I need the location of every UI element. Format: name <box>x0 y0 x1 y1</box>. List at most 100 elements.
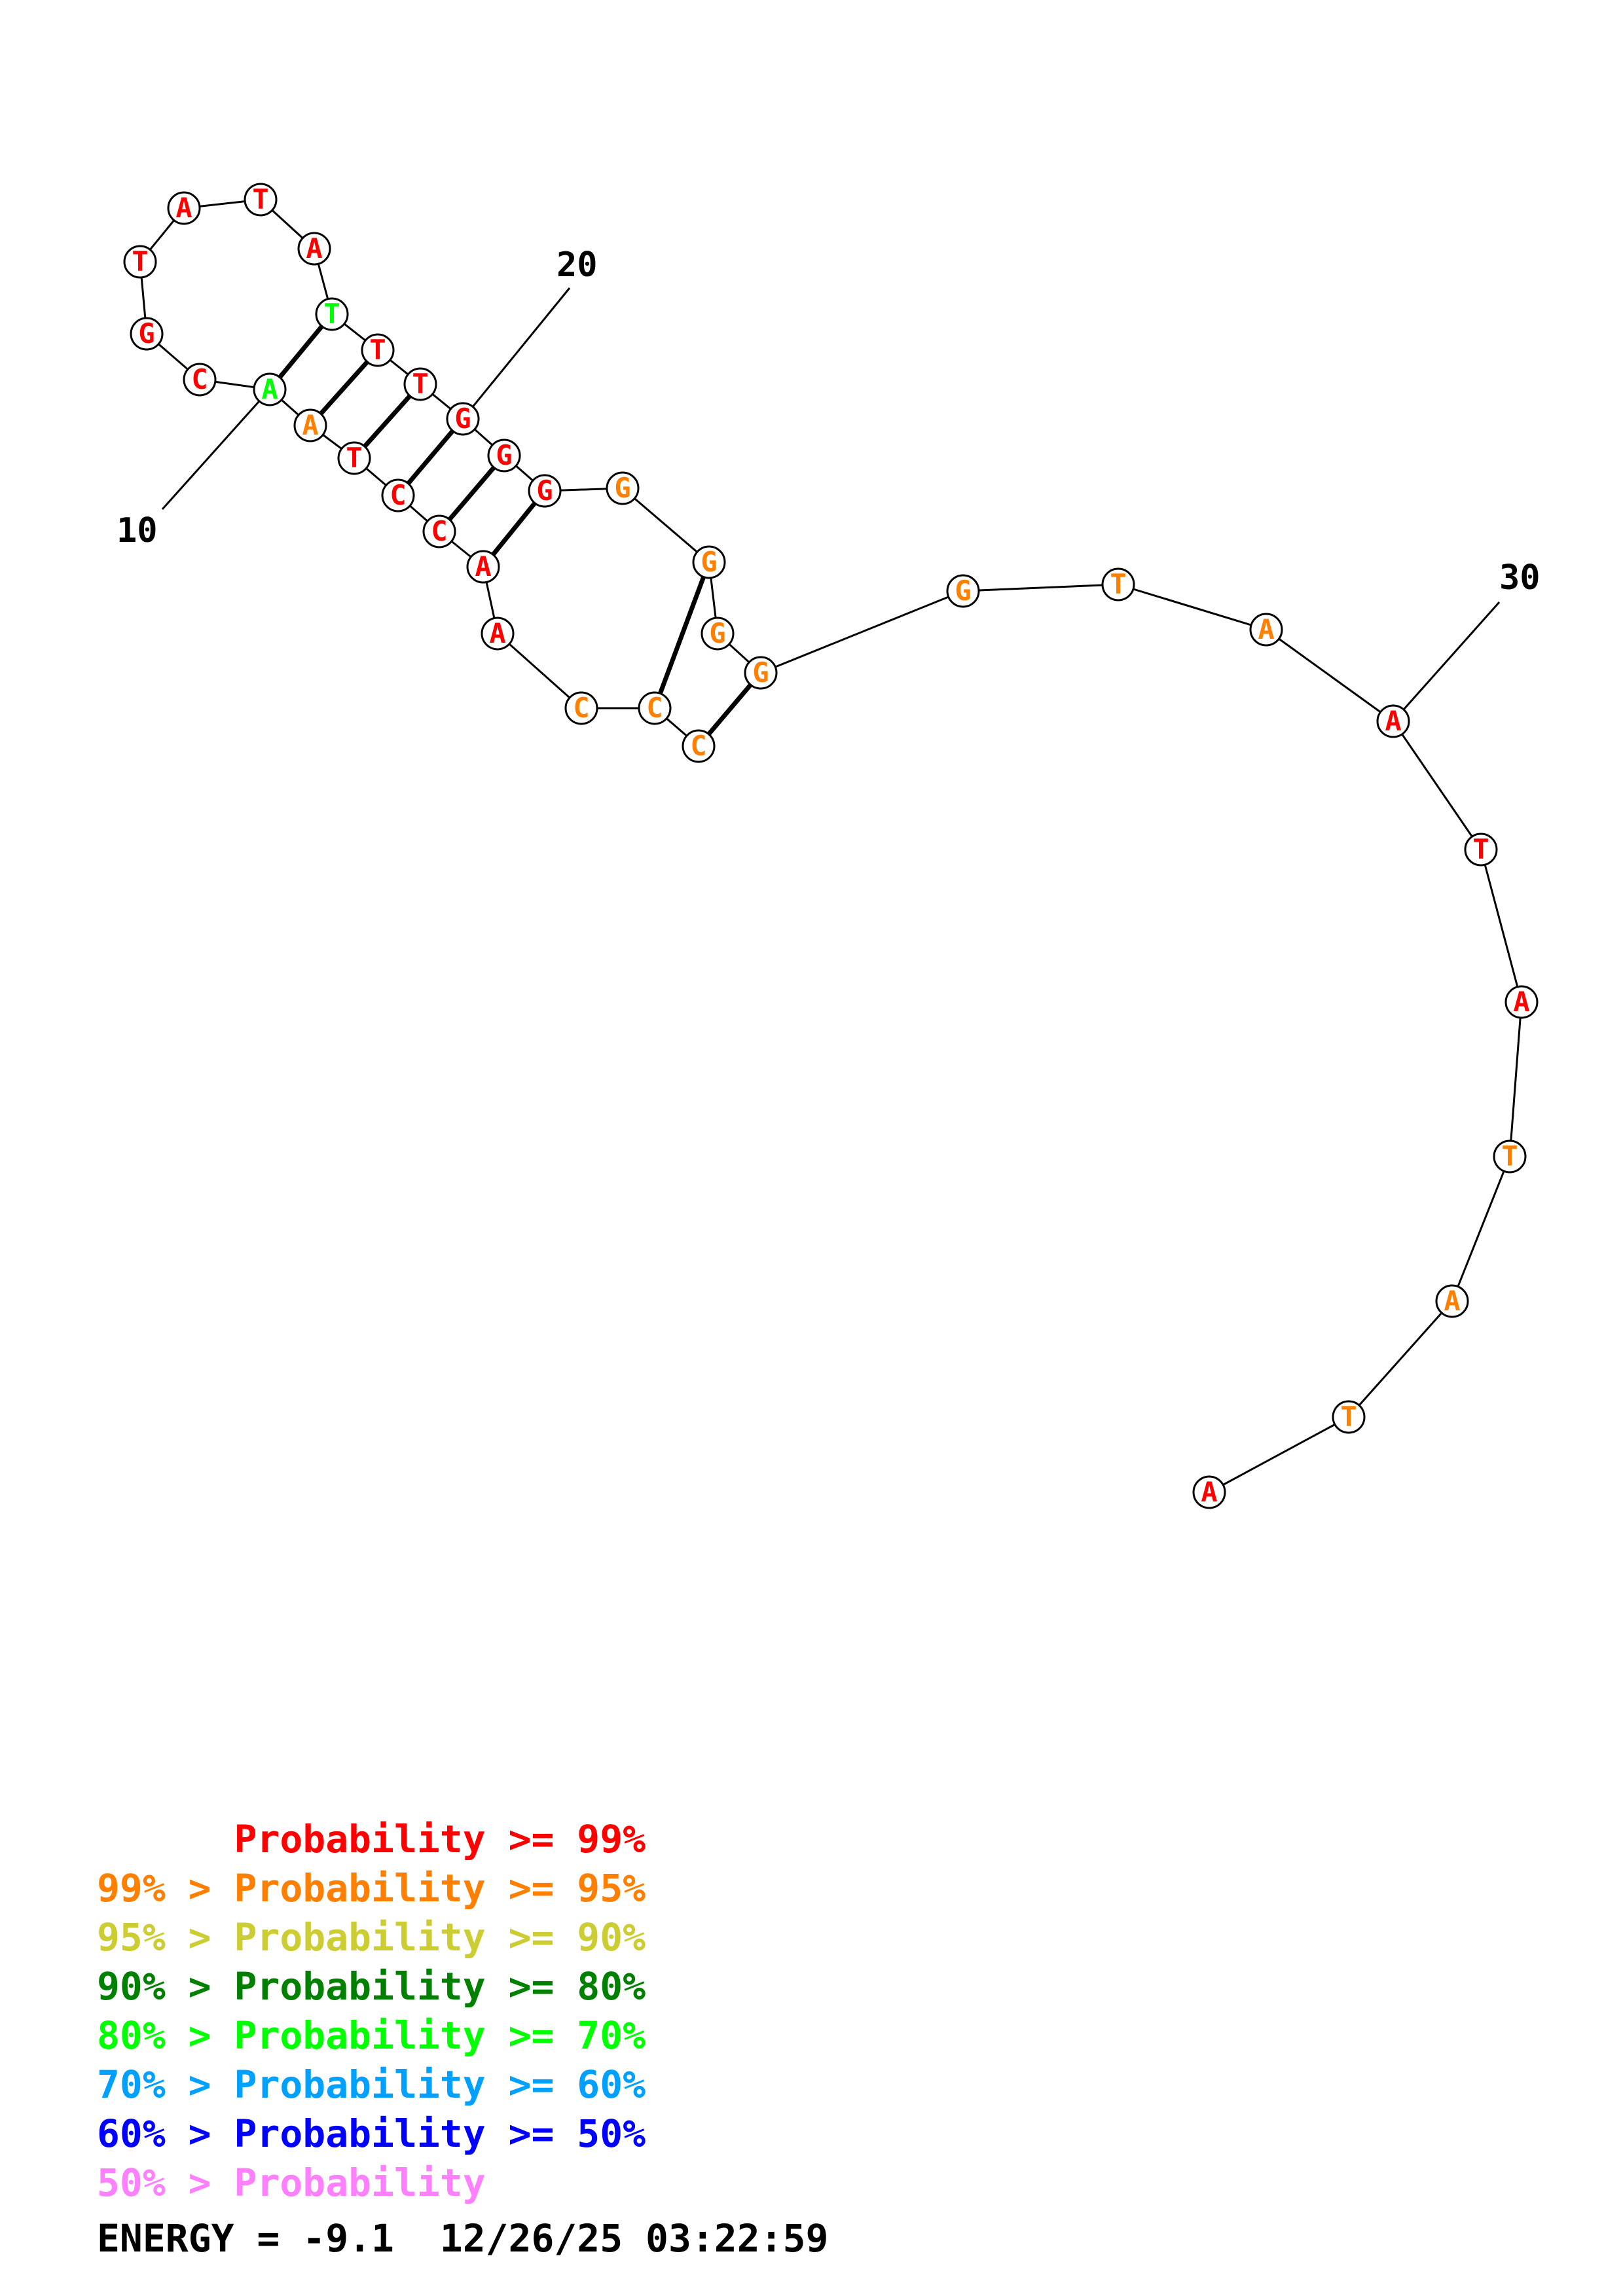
nucleotide: G <box>701 617 735 651</box>
nucleotide-circle <box>481 617 515 651</box>
nucleotide-circle <box>692 545 726 579</box>
nucleotide-circle <box>381 478 415 512</box>
nucleotide-circle <box>682 729 716 763</box>
nucleotide: A <box>466 550 500 584</box>
nucleotide-circle <box>293 408 327 442</box>
index-leader-line <box>161 388 271 511</box>
nucleotide-letter: T <box>132 245 148 278</box>
nucleotide-circle <box>123 245 157 279</box>
nucleotide-letter: G <box>536 475 553 507</box>
nucleotide-letter: T <box>252 183 268 215</box>
nucleotide-letter: C <box>690 730 706 762</box>
nucleotide: A <box>293 408 327 442</box>
base-pair <box>308 348 380 427</box>
legend-entry: 60% > Probability >= 50% <box>97 2111 646 2156</box>
nucleotide: T <box>1332 1400 1366 1434</box>
nucleotide: A <box>167 191 201 225</box>
nucleotide-letter: C <box>431 515 447 547</box>
legend-entry: Probability >= 99% <box>97 1817 646 1861</box>
nucleotide-circle <box>564 691 598 725</box>
nucleotide: A <box>297 232 331 266</box>
nucleotide: A <box>1435 1284 1469 1318</box>
nucleotide: T <box>337 441 371 475</box>
nucleotide: T <box>244 183 278 217</box>
nucleotide-circle <box>337 441 371 475</box>
nucleotide-circle <box>1435 1284 1469 1318</box>
nucleotide-circle <box>130 317 164 351</box>
nucleotide: T <box>1493 1139 1527 1174</box>
nucleotide-letter: G <box>955 575 971 607</box>
nucleotide-circle <box>466 550 500 584</box>
nucleotide: T <box>403 367 437 401</box>
legend-entry: 90% > Probability >= 80% <box>97 1964 646 2009</box>
backbone-layer <box>139 198 1523 1494</box>
probability-legend: Probability >= 99% 99% > Probability >= 9… <box>97 1817 646 2205</box>
nucleotide-circle <box>606 471 640 505</box>
nucleotide-letter: G <box>709 617 725 649</box>
nucleotide-circle <box>1332 1400 1366 1434</box>
base-pair <box>652 561 712 709</box>
nucleotide-letter: T <box>1501 1140 1518 1172</box>
nucleotide: C <box>422 514 456 548</box>
index-label: 20 <box>556 245 598 285</box>
nucleotide: A <box>1249 613 1283 647</box>
nucleotide-circle <box>446 402 480 436</box>
nucleotide-circle <box>253 372 287 406</box>
nucleotide-letter: T <box>1340 1401 1357 1433</box>
nucleotide-letter: A <box>1513 986 1529 1018</box>
nucleotide: A <box>1504 985 1539 1019</box>
nucleotide: T <box>315 297 349 331</box>
nucleotide-letter: A <box>1201 1476 1217 1508</box>
index-label-layer: 10 20 30 <box>117 245 1541 722</box>
legend-entry: 70% > Probability >= 60% <box>97 2062 646 2107</box>
index-leader-line <box>1392 601 1501 722</box>
nucleotide-circle <box>297 232 331 266</box>
nucleotide-letter: C <box>191 363 208 395</box>
nucleotide: G <box>446 402 480 436</box>
nucleotide-letter: A <box>475 550 491 583</box>
nucleotide-circle <box>1464 833 1498 867</box>
backbone-segment <box>760 590 964 674</box>
backbone-segment <box>1347 1300 1453 1418</box>
nucleotide-circle <box>701 617 735 651</box>
nucleotide-letter: A <box>1444 1285 1460 1317</box>
nucleotide: C <box>183 363 217 397</box>
index-label: 10 <box>117 511 158 550</box>
backbone-segment <box>622 487 710 564</box>
nucleotide: C <box>381 478 415 512</box>
backbone-segment <box>1118 583 1267 631</box>
nucleotide-letter: T <box>1472 833 1489 865</box>
backbone-segment <box>1451 1156 1511 1302</box>
nucleotide-circle <box>1101 567 1135 601</box>
nucleotide: T <box>123 245 157 279</box>
nucleotide-circle <box>1192 1475 1226 1509</box>
nucleotide-letter: C <box>573 692 589 724</box>
nucleotide-letter: A <box>302 409 318 441</box>
nucleotide-circle <box>528 474 562 508</box>
nucleotide-letter: A <box>489 617 505 649</box>
legend-entry: 80% > Probability >= 70% <box>97 2013 646 2058</box>
legend-entry: 99% > Probability >= 95% <box>97 1866 646 1910</box>
nucleotide: A <box>1376 704 1410 738</box>
nucleotide-circle <box>744 656 778 690</box>
nucleotide-letter: G <box>496 439 512 471</box>
nucleotide-circle <box>1493 1139 1527 1174</box>
nucleotide: G <box>528 474 562 508</box>
legend-entry: 95% > Probability >= 90% <box>97 1915 646 1960</box>
nucleotide-circle <box>638 691 672 725</box>
base-pair <box>396 417 465 497</box>
nucleotide-circle <box>315 297 349 331</box>
nucleotide-circle <box>1376 704 1410 738</box>
backbone-segment <box>1480 849 1523 1003</box>
nucleotide-letter: C <box>646 692 663 724</box>
nucleotide-letter: A <box>1258 613 1274 645</box>
nucleotide-letter: G <box>701 546 717 578</box>
nucleotide-circle <box>183 363 217 397</box>
nucleotide: A <box>253 372 287 406</box>
nucleotide-circle <box>946 574 980 608</box>
nucleotide-letter: C <box>390 479 406 511</box>
nucleotide: A <box>481 617 515 651</box>
nucleotide-circle <box>361 333 395 367</box>
nucleotide-circle <box>422 514 456 548</box>
